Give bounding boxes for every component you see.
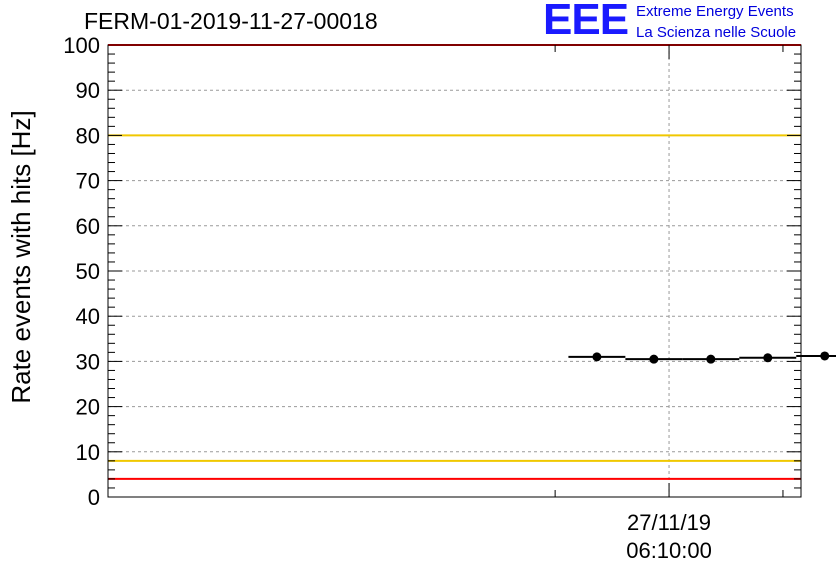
axis-labels: 010203040506070809010027/11/1906:10:0027… <box>6 33 712 563</box>
grid-lines <box>108 45 801 497</box>
axis-ticks <box>108 44 801 498</box>
y-tick-label: 0 <box>88 485 100 510</box>
logo-caption-line2: La Scienza nelle Scuole <box>636 24 797 41</box>
y-axis-label: Rate events with hits [Hz] <box>6 110 36 403</box>
data-point <box>592 352 602 362</box>
data-point <box>763 353 773 363</box>
eee-logo: EEE <box>543 0 629 44</box>
reference-lines <box>108 44 801 480</box>
logo-caption-line1: Extreme Energy Events <box>636 3 794 20</box>
data-point <box>820 351 830 361</box>
y-tick-label: 90 <box>76 78 100 103</box>
y-tick-label: 70 <box>76 169 100 194</box>
y-tick-label: 100 <box>63 33 100 58</box>
x-tick-date-label: 27/11/19 <box>627 510 711 535</box>
y-tick-label: 30 <box>76 349 100 374</box>
y-tick-label: 60 <box>76 214 100 239</box>
data-point <box>649 354 659 364</box>
y-tick-label: 20 <box>76 395 100 420</box>
y-tick-label: 80 <box>76 123 100 148</box>
y-tick-label: 50 <box>76 259 100 284</box>
data-series <box>568 351 836 364</box>
data-point <box>706 354 716 364</box>
y-tick-label: 40 <box>76 304 100 329</box>
run-title: FERM-01-2019-11-27-00018 <box>84 8 378 34</box>
y-tick-label: 10 <box>76 440 100 465</box>
x-tick-time-label: 06:10:00 <box>626 538 712 563</box>
